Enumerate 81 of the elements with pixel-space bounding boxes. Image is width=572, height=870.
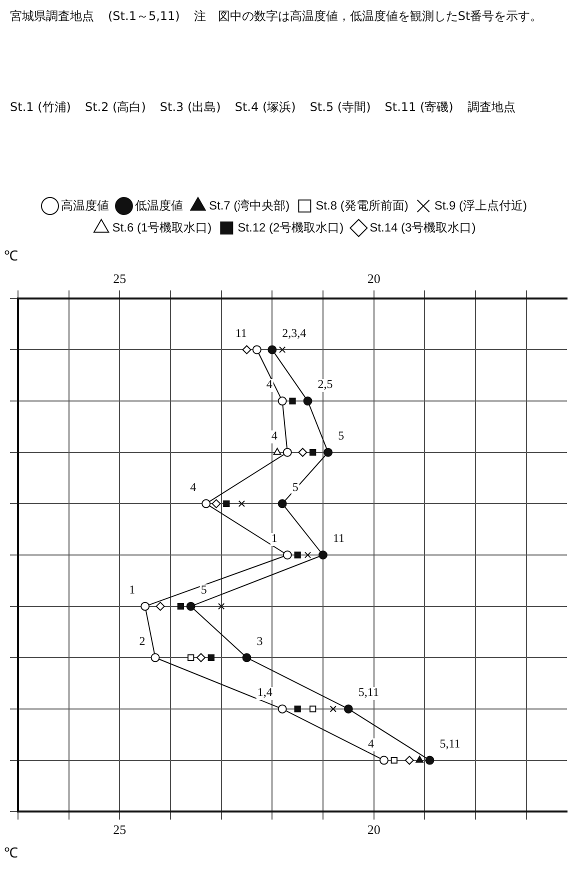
point	[310, 706, 316, 712]
point	[177, 602, 184, 610]
point	[150, 653, 160, 662]
text: St.5 (寺間)	[310, 99, 371, 116]
annotation: 5	[338, 428, 344, 443]
point	[186, 602, 196, 611]
point	[324, 448, 333, 457]
annotation: 2,5	[318, 377, 333, 392]
point	[278, 396, 287, 406]
text: St.11 (寄磯)	[384, 99, 454, 116]
x2-tick-label: 25	[113, 271, 126, 286]
x-axis-title: ℃	[4, 844, 18, 860]
point	[294, 706, 301, 712]
point	[252, 345, 262, 354]
point	[140, 602, 150, 611]
annotation: 11	[333, 531, 345, 546]
legend-label: 低温度値	[134, 198, 183, 212]
text: 宮城県調査地点	[10, 8, 94, 25]
legend-label: 高温度値	[60, 198, 109, 212]
point	[238, 500, 245, 508]
x2-tick-label: 20	[367, 271, 380, 286]
point	[380, 756, 388, 765]
point	[156, 602, 165, 611]
annotation: 1,4	[257, 685, 272, 700]
text: St.4 (塚浜)	[234, 99, 296, 116]
annotation: 5,11	[440, 736, 460, 750]
x2-axis-title: ℃	[4, 247, 18, 264]
text: (St.1～5,11)	[108, 8, 180, 25]
point	[242, 653, 252, 662]
annotation: 3	[256, 634, 263, 648]
text: St.2 (高白)	[84, 99, 146, 116]
point	[330, 706, 336, 712]
point	[188, 654, 194, 661]
point	[279, 346, 286, 354]
annotation: 11	[235, 326, 247, 340]
point	[282, 550, 292, 560]
legend-label: St.8 (発電所前面)	[316, 198, 408, 212]
point	[425, 756, 434, 765]
legend-label: St.7 (湾中央部)	[208, 198, 290, 212]
point	[218, 602, 225, 610]
annotation: 4	[190, 480, 196, 494]
point	[390, 756, 398, 764]
point	[242, 345, 252, 354]
point	[202, 499, 211, 508]
text: St.1 (竹浦)	[10, 99, 71, 116]
point	[208, 654, 214, 661]
annotation: 4	[271, 428, 278, 443]
point	[268, 345, 277, 354]
point	[404, 756, 414, 765]
annotation: 4	[266, 377, 272, 392]
point	[278, 704, 287, 714]
point	[303, 396, 312, 406]
legend-label: St.12 (2号機取水口)	[238, 220, 344, 234]
point	[304, 552, 312, 558]
point	[212, 499, 221, 508]
annotation: 5	[292, 480, 298, 494]
point	[273, 448, 282, 455]
point	[278, 499, 287, 508]
point	[223, 500, 230, 508]
annotation: 2	[139, 634, 146, 648]
legend-label: St.14 (3号機取水口)	[370, 220, 476, 234]
point	[196, 653, 206, 662]
annotation: 1	[271, 531, 278, 546]
legend-label: St.6 (1号機取水口)	[112, 220, 212, 234]
legend-label: St.9 (浮上点付近)	[434, 198, 528, 212]
annotation: 2,3,4	[282, 326, 306, 340]
annotation: 1	[129, 582, 136, 596]
annotation: 5,11	[358, 685, 379, 700]
text: 注 図中の数字は高温度値，低温度値を観測したSt番号を示す。	[194, 8, 542, 25]
point	[416, 756, 424, 763]
point	[298, 448, 308, 457]
point	[289, 398, 296, 404]
text: 調査地点	[467, 99, 516, 116]
point	[294, 552, 301, 558]
point	[282, 448, 292, 457]
point	[310, 449, 316, 456]
point	[344, 704, 353, 714]
text: St.3 (出島)	[160, 99, 221, 116]
point	[318, 550, 328, 560]
annotation: 4	[368, 736, 374, 750]
annotation: 5	[200, 582, 207, 596]
